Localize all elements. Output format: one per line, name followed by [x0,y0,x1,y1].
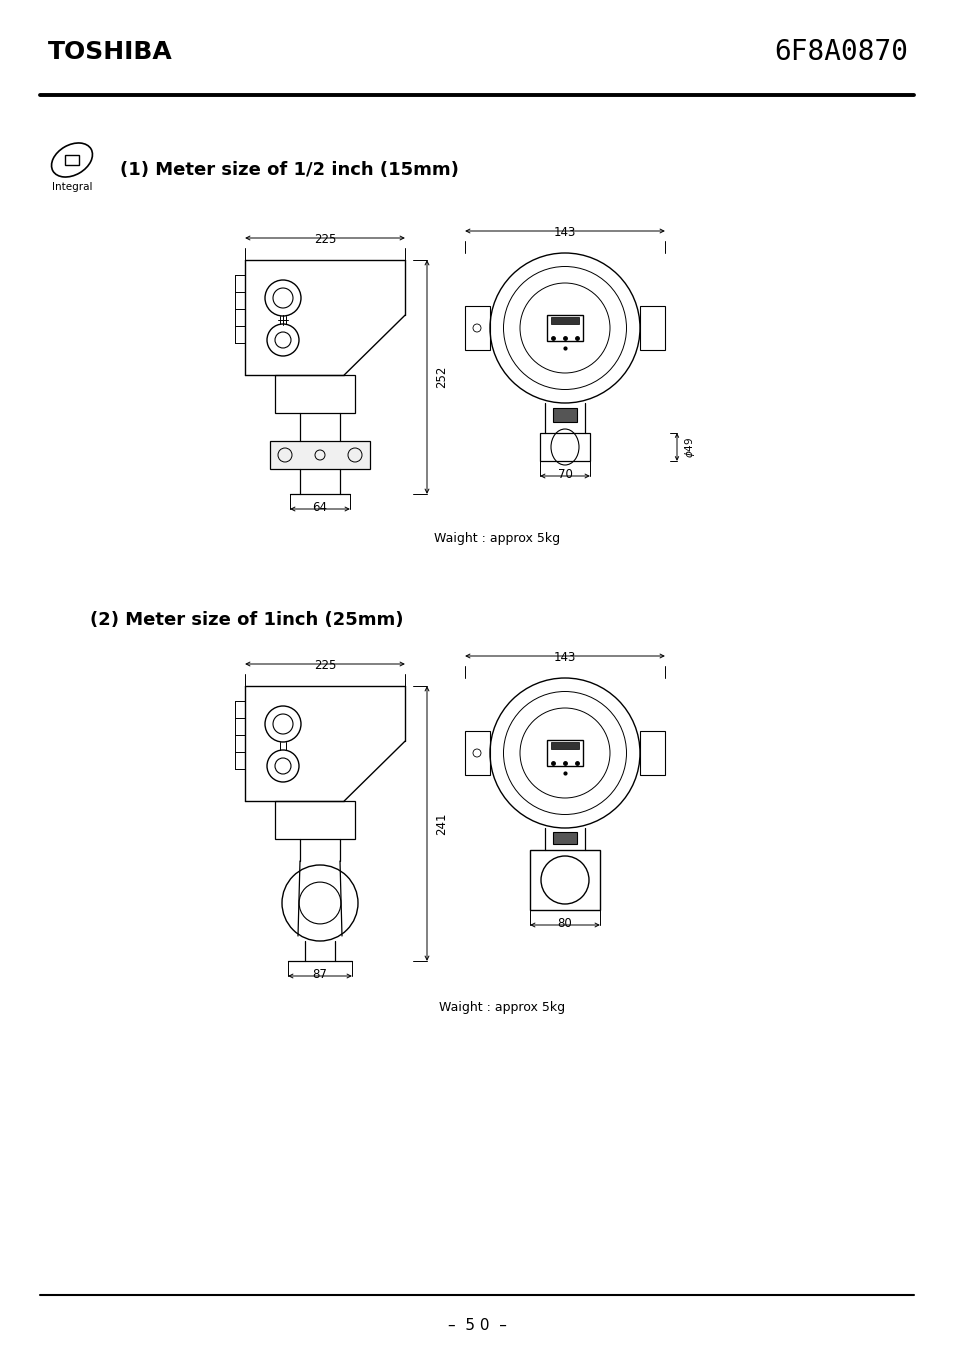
Bar [551,317,578,324]
Bar [553,832,577,844]
Text: $\phi$49: $\phi$49 [682,436,697,458]
Bar [639,730,664,775]
Text: 143: 143 [554,651,576,664]
Text: 225: 225 [314,234,335,246]
Text: 70: 70 [557,468,572,481]
Text: (1) Meter size of 1/2 inch (15mm): (1) Meter size of 1/2 inch (15mm) [120,161,458,180]
Bar [464,730,490,775]
Bar [553,408,577,423]
Bar [274,801,355,838]
Bar [546,740,582,765]
Bar [65,155,79,165]
Bar [539,433,589,460]
Text: 225: 225 [314,659,335,672]
Text: (2) Meter size of 1inch (25mm): (2) Meter size of 1inch (25mm) [90,612,403,629]
Bar [274,375,355,413]
Text: 241: 241 [435,813,448,834]
Text: Waight : approx 5kg: Waight : approx 5kg [439,1000,565,1014]
Text: –  5 0  –: – 5 0 – [447,1318,506,1332]
Bar [551,743,578,749]
Bar [639,306,664,350]
Text: 80: 80 [558,917,572,930]
Bar [270,441,370,468]
Text: 64: 64 [313,501,327,514]
Bar [530,850,599,910]
Text: TOSHIBA: TOSHIBA [48,40,172,63]
Text: 6F8A0870: 6F8A0870 [773,38,907,66]
Text: 252: 252 [435,366,448,389]
Bar [464,306,490,350]
Text: 143: 143 [554,225,576,239]
Text: Waight : approx 5kg: Waight : approx 5kg [434,532,560,545]
Text: 87: 87 [313,968,327,981]
Text: Integral: Integral [51,182,92,192]
Bar [546,315,582,342]
